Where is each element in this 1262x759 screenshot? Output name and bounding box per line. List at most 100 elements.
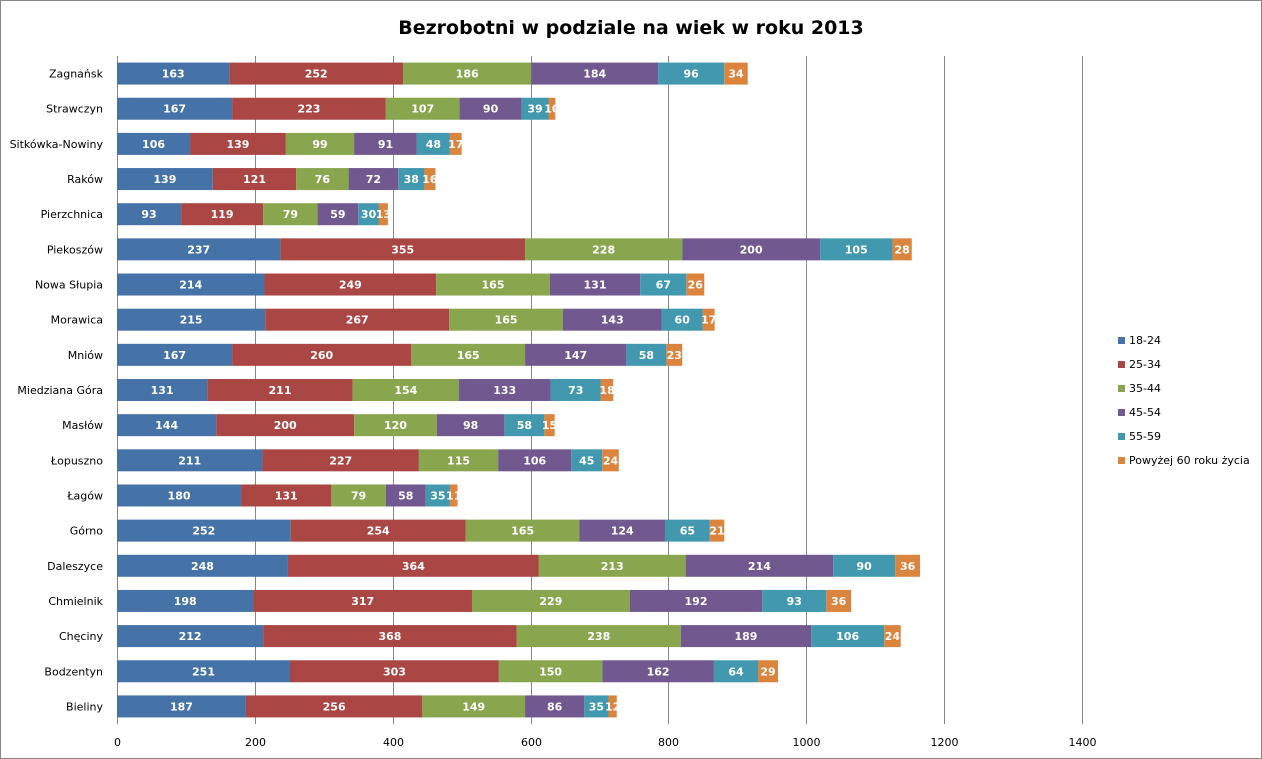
bar-segment [538, 554, 686, 577]
data-label: 267 [346, 314, 369, 327]
data-label: 260 [310, 349, 333, 362]
bar-segment [892, 238, 912, 261]
data-label: 184 [583, 68, 606, 81]
x-tick-label: 1400 [1069, 736, 1097, 749]
bar-segment [117, 308, 266, 331]
data-label: 228 [592, 243, 615, 256]
data-label: 21 [709, 525, 724, 538]
bar-segment [241, 484, 332, 507]
bar-segment [117, 132, 191, 155]
bar-segment [664, 519, 710, 542]
bar-segment [117, 168, 213, 191]
data-label: 79 [283, 208, 298, 221]
bar-segment [190, 132, 286, 155]
data-label: 86 [547, 700, 563, 713]
legend-label: 18-24 [1129, 334, 1161, 347]
bar-segment [471, 589, 630, 612]
data-label: 35 [589, 700, 604, 713]
x-tick-label: 0 [114, 736, 121, 749]
bar-segment [117, 203, 182, 226]
data-label: 72 [366, 173, 381, 186]
data-label: 36 [831, 595, 847, 608]
bar-segment [436, 414, 505, 437]
bar-segment [504, 414, 545, 437]
data-label: 154 [394, 384, 417, 397]
bar-segment [181, 203, 264, 226]
data-label: 39 [527, 103, 542, 116]
data-label: 58 [639, 349, 654, 362]
data-label: 28 [894, 243, 909, 256]
bar-segment [602, 449, 619, 472]
category-label: Piekoszów [47, 243, 103, 256]
bar-segment [331, 484, 386, 507]
category-label: Strawczyn [46, 103, 103, 116]
data-label: 35 [430, 489, 445, 502]
data-label: 229 [539, 595, 562, 608]
data-label: 45 [579, 454, 594, 467]
data-label: 192 [685, 595, 708, 608]
bar-segment [702, 308, 715, 331]
legend-swatch [1118, 337, 1125, 344]
data-label: 131 [584, 279, 607, 292]
data-label: 355 [391, 243, 414, 256]
category-labels: Zagnańsk Strawczyn Sitkówka-Nowiny Raków Pie… [10, 68, 104, 714]
data-label: 93 [787, 595, 802, 608]
chart-title: Bezrobotni w podziale na wiek w roku 201… [398, 17, 863, 39]
bar-segment [265, 308, 450, 331]
data-label: 58 [517, 419, 532, 432]
bar-segment [280, 238, 526, 261]
data-label: 99 [312, 138, 327, 151]
data-label: 187 [170, 700, 193, 713]
bar-segment [117, 589, 254, 612]
bar-segment [525, 238, 683, 261]
x-tick-label: 400 [383, 736, 404, 749]
bar-segment [661, 308, 703, 331]
data-label: 60 [675, 314, 691, 327]
bar-segment [117, 519, 291, 542]
bar-segment [385, 484, 426, 507]
data-label: 167 [163, 103, 186, 116]
data-label: 34 [728, 68, 744, 81]
x-tick-label: 600 [521, 736, 542, 749]
bar-segment [117, 238, 281, 261]
bar-segment [378, 203, 388, 226]
bar-segment [608, 695, 617, 718]
data-label: 30 [361, 208, 377, 221]
bar-segment [548, 97, 556, 120]
bar-segment [253, 589, 472, 612]
bar-segment [713, 660, 759, 683]
bar-segment [820, 238, 893, 261]
bar-segment [680, 625, 812, 648]
data-label: 256 [323, 700, 346, 713]
data-label: 200 [740, 243, 763, 256]
bar-segment [709, 519, 725, 542]
bar-segment [895, 554, 921, 577]
bar-segment [758, 660, 779, 683]
bar-segment [640, 273, 687, 296]
bar-segment [232, 97, 386, 120]
category-label: Sitkówka-Nowiny [10, 138, 104, 151]
x-tick-label: 1200 [931, 736, 959, 749]
data-label: 223 [297, 103, 320, 116]
data-label: 364 [402, 560, 425, 573]
data-label: 167 [163, 349, 186, 362]
data-label: 12 [605, 700, 620, 713]
bar-segment [549, 273, 641, 296]
bar-segment [348, 168, 399, 191]
bar-segment [117, 97, 233, 120]
data-label: 214 [748, 560, 771, 573]
bar-segment [550, 379, 601, 401]
data-label: 10 [544, 103, 560, 116]
data-label: 215 [180, 314, 203, 327]
data-label: 227 [329, 454, 352, 467]
category-label: Raków [67, 173, 103, 186]
category-label: Bodzentyn [44, 665, 103, 678]
data-label: 120 [384, 419, 407, 432]
data-label: 48 [426, 138, 441, 151]
bar-segment [117, 484, 242, 507]
data-label: 90 [483, 103, 499, 116]
legend-swatch [1118, 361, 1125, 368]
data-label: 59 [330, 208, 345, 221]
data-label: 105 [845, 243, 868, 256]
bar-segment [117, 343, 233, 366]
